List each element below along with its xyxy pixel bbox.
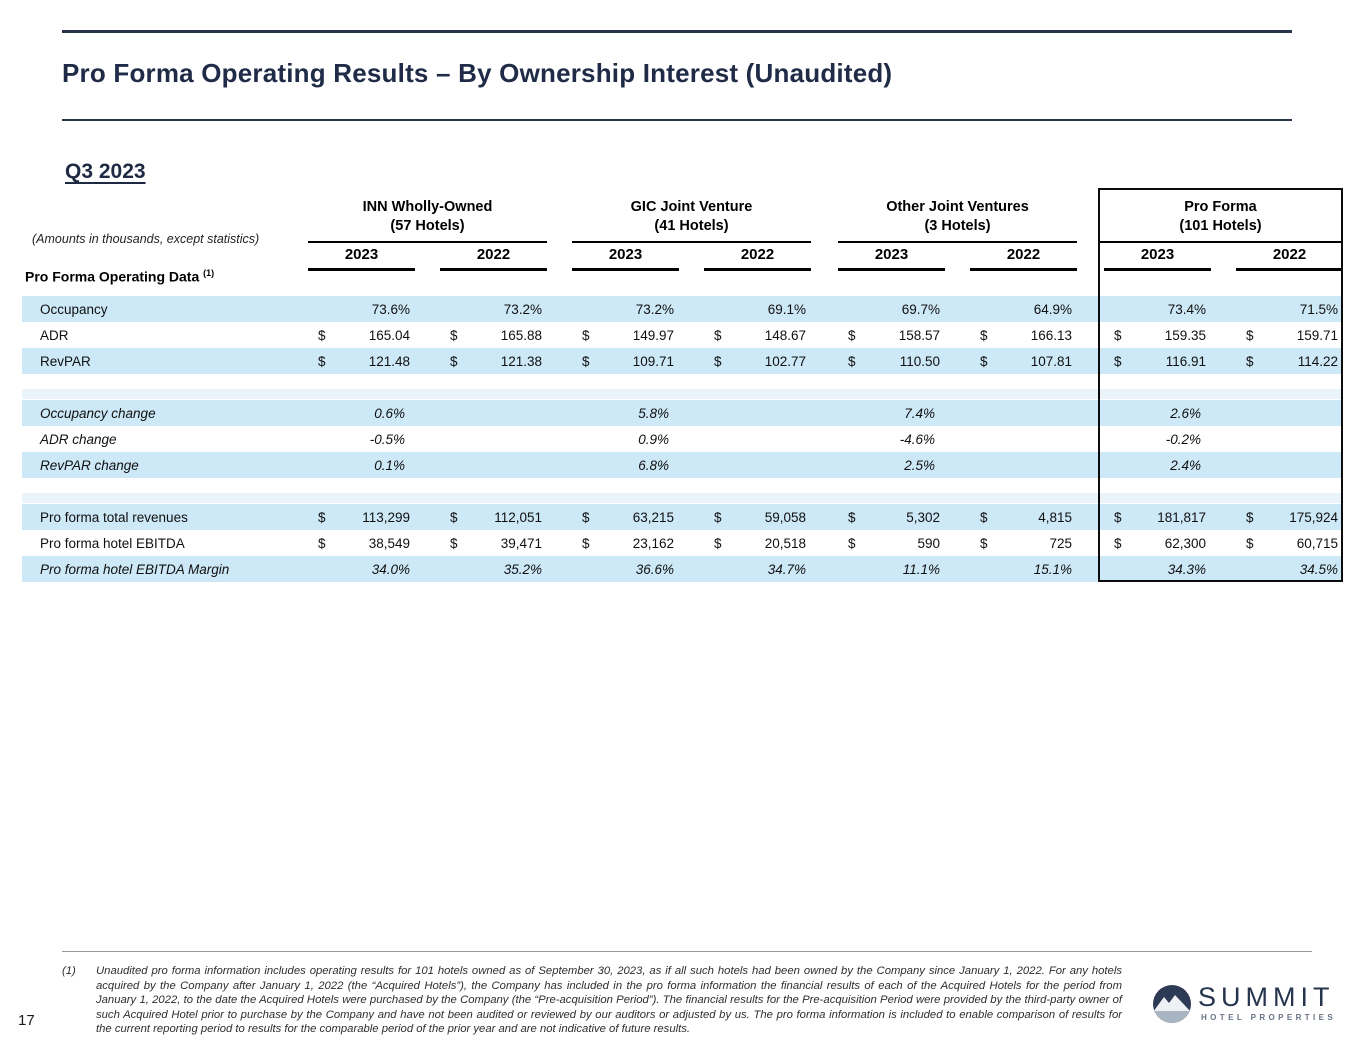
footnote-reference: (1) <box>203 268 215 278</box>
logo-brand-text: SUMMIT <box>1198 982 1335 1012</box>
footnote: (1) Unaudited pro forma information incl… <box>62 964 1124 1037</box>
group-header-gic: GIC Joint Venture (41 Hotels) <box>572 198 811 236</box>
row-label: Pro forma hotel EBITDA <box>40 535 185 551</box>
operating-results-table: INN Wholly-Owned (57 Hotels) GIC Joint V… <box>22 188 1343 582</box>
table-row-occupancy: Occupancy 73.6% 73.2% 73.2% 69.1% 69.7% … <box>22 296 1343 322</box>
row-label: Occupancy change <box>40 405 156 421</box>
group-subtitle: (101 Hotels) <box>1179 218 1262 234</box>
section-spacer-stripe <box>22 493 1343 503</box>
table-row-revpar-change: RevPAR change 0.1% 6.8% 2.5% 2.4% <box>22 452 1343 478</box>
footnote-marker: (1) <box>62 965 76 977</box>
mountain-icon <box>1153 985 1191 1023</box>
logo-tagline-text: HOTEL PROPERTIES <box>1201 1013 1337 1022</box>
top-rule <box>62 30 1292 33</box>
row-label: Pro forma total revenues <box>40 509 188 525</box>
group-underline <box>838 241 1077 243</box>
group-header-other-jv: Other Joint Ventures (3 Hotels) <box>838 198 1077 236</box>
table-section-label: Pro Forma Operating Data (1) <box>25 268 215 285</box>
table-row-ebitda-margin: Pro forma hotel EBITDA Margin 34.0% 35.2… <box>22 556 1343 582</box>
group-title: Pro Forma <box>1184 199 1257 215</box>
table-row-total-revenues: Pro forma total revenues $113,299 $112,0… <box>22 504 1343 530</box>
company-logo: SUMMIT HOTEL PROPERTIES <box>1152 982 1337 1030</box>
year-underline <box>970 268 1077 271</box>
year-underline <box>838 268 945 271</box>
year-header: 2022 <box>476 246 511 263</box>
group-underline <box>1098 241 1343 243</box>
page-number: 17 <box>18 1012 35 1029</box>
year-header: 2022 <box>1006 246 1041 263</box>
year-underline <box>308 268 415 271</box>
group-underline <box>308 241 547 243</box>
row-label: ADR change <box>40 431 117 447</box>
quarter-heading: Q3 2023 <box>65 160 146 183</box>
group-title: GIC Joint Venture <box>630 199 753 215</box>
year-header: 2023 <box>344 246 379 263</box>
table-row-revpar: RevPAR $121.48 $121.38 $109.71 $102.77 $… <box>22 348 1343 374</box>
group-title: Other Joint Ventures <box>886 199 1029 215</box>
title-bottom-rule <box>62 119 1292 121</box>
year-header: 2022 <box>740 246 775 263</box>
table-row-adr: ADR $165.04 $165.88 $149.97 $148.67 $158… <box>22 322 1343 348</box>
year-header: 2023 <box>1140 246 1175 263</box>
group-subtitle: (3 Hotels) <box>924 218 991 234</box>
row-label: ADR <box>40 327 69 343</box>
year-underline <box>572 268 679 271</box>
row-label: Pro forma hotel EBITDA Margin <box>40 561 230 577</box>
group-header-pro-forma: Pro Forma (101 Hotels) <box>1098 198 1343 236</box>
footnote-divider <box>62 951 1312 952</box>
year-header: 2023 <box>608 246 643 263</box>
row-label: RevPAR change <box>40 457 139 473</box>
year-header: 2022 <box>1272 246 1307 263</box>
group-subtitle: (57 Hotels) <box>390 218 465 234</box>
group-subtitle: (41 Hotels) <box>654 218 729 234</box>
year-underline <box>704 268 811 271</box>
units-note: (Amounts in thousands, except statistics… <box>32 232 260 246</box>
year-underline <box>1104 268 1211 271</box>
table-row-occupancy-change: Occupancy change 0.6% 5.8% 7.4% 2.6% <box>22 400 1343 426</box>
row-label: Occupancy <box>40 301 108 317</box>
section-spacer-stripe <box>22 389 1343 399</box>
footnote-text: Unaudited pro forma information includes… <box>96 965 1122 1036</box>
table-row-adr-change: ADR change -0.5% 0.9% -4.6% -0.2% <box>22 426 1343 452</box>
table-row-hotel-ebitda: Pro forma hotel EBITDA $38,549 $39,471 $… <box>22 530 1343 556</box>
group-title: INN Wholly-Owned <box>362 199 493 215</box>
group-underline <box>572 241 811 243</box>
year-header: 2023 <box>874 246 909 263</box>
page-title: Pro Forma Operating Results – By Ownersh… <box>62 58 893 88</box>
year-underline <box>1236 268 1343 271</box>
group-header-inn: INN Wholly-Owned (57 Hotels) <box>308 198 547 236</box>
row-label: RevPAR <box>40 353 91 369</box>
year-underline <box>440 268 547 271</box>
